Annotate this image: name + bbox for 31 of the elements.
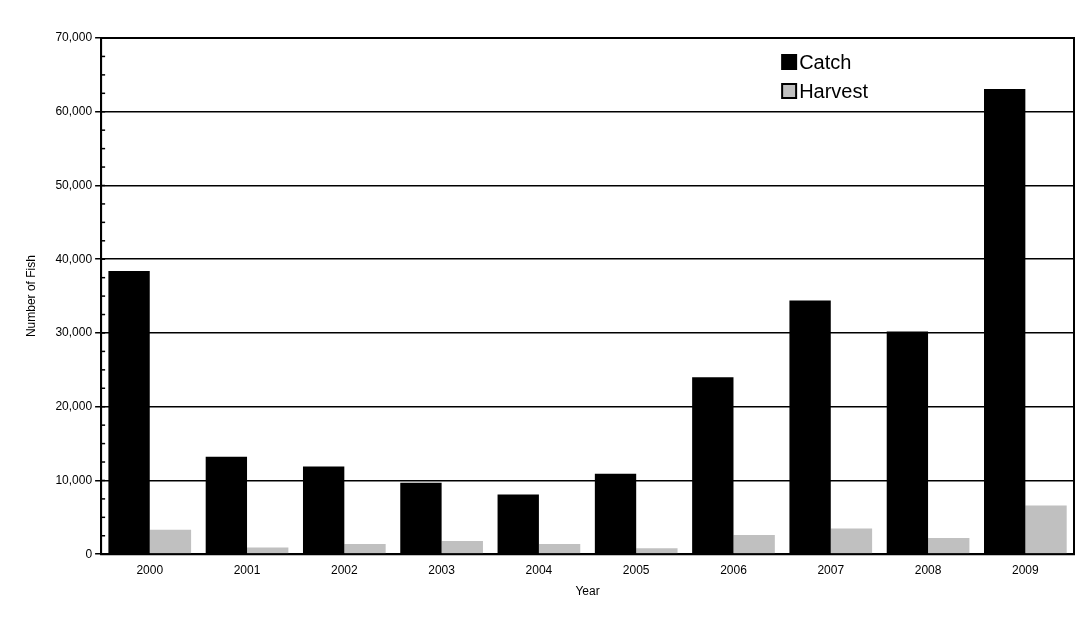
x-tick-label: 2000 (136, 562, 164, 577)
y-tick-label: 30,000 (55, 325, 93, 340)
bar (636, 548, 678, 554)
x-tick-label: 2004 (525, 562, 553, 577)
bar (149, 529, 192, 554)
y-tick-label: 70,000 (55, 30, 93, 45)
x-tick-label: 2005 (622, 562, 650, 577)
y-tick-label: 20,000 (55, 399, 93, 414)
bar (1025, 505, 1067, 554)
bar (928, 537, 970, 554)
x-tick-label: 2007 (817, 562, 845, 577)
y-axis-title: Number of Fish (23, 255, 38, 338)
bar (441, 540, 483, 554)
x-tick-label: 2001 (233, 562, 261, 577)
legend-label: Catch (799, 50, 852, 73)
x-tick-label: 2003 (428, 562, 456, 577)
y-tick-label: 50,000 (55, 177, 93, 192)
y-tick-label: 60,000 (55, 104, 93, 119)
y-tick-label: 0 (85, 546, 93, 561)
bar (538, 543, 581, 554)
x-tick-label: 2008 (914, 562, 942, 577)
y-tick-label: 40,000 (55, 251, 93, 266)
y-tick-label: 10,000 (55, 472, 93, 487)
x-tick-label: 2006 (720, 562, 748, 577)
x-tick-label: 2009 (1012, 562, 1040, 577)
x-tick-label: 2002 (330, 562, 358, 577)
legend-label: Harvest (799, 79, 869, 102)
bar (733, 535, 775, 554)
x-axis-title: Year (575, 584, 600, 599)
bar (830, 528, 873, 554)
bar (344, 543, 386, 554)
